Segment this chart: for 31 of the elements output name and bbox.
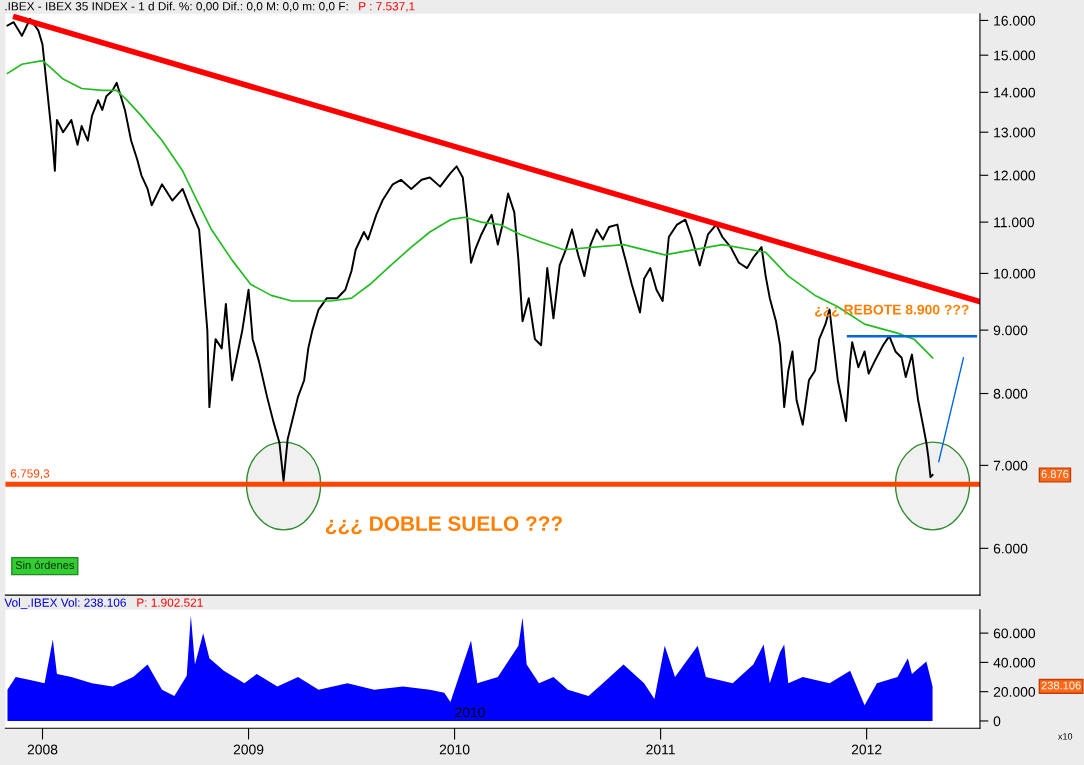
x-tick-label: 2008 <box>27 744 58 755</box>
x-tick-label: 2009 <box>233 744 264 755</box>
chart-title: .IBEX - IBEX 35 INDEX - 1 d Dif. %: 0,00 Dif.: 0,0 M: 0,0 m: 0,0 F: <box>5 1 348 12</box>
y-tick-label: 14.000 <box>994 87 1036 98</box>
y-tick-label: 11.000 <box>994 217 1035 228</box>
y-tick-label: 13.000 <box>994 127 1036 138</box>
y-tick-label: 8.000 <box>993 388 1028 399</box>
annotation: ¿¿¿ DOBLE SUELO ??? <box>325 516 562 535</box>
y-tick-label: 9.000 <box>993 325 1028 336</box>
x-tick-label: 2010 <box>439 744 470 755</box>
y-tick-label: 0 <box>993 716 1001 727</box>
y-tick-label: 10.000 <box>994 268 1036 279</box>
y-tick-label: 12.000 <box>994 170 1036 181</box>
text: 6.876 <box>1041 470 1069 478</box>
ref-line-label: 6.759,3 <box>10 469 50 480</box>
y-tick-label: 60.000 <box>993 628 1036 639</box>
x-tick-label: 2012 <box>851 744 882 755</box>
annotation: 2010 <box>455 707 485 718</box>
chart-subtitle: P : 7.537,1 <box>359 2 415 12</box>
chart-title: Vol_.IBEX Vol: 238.106 <box>4 598 126 609</box>
chart-subtitle: P: 1.902.521 <box>137 598 203 607</box>
y-tick-label: 20.000 <box>993 687 1036 697</box>
y-tick-label: 40.000 <box>993 657 1036 668</box>
y-tick-label: 15.000 <box>994 50 1036 61</box>
x-tick-label: 2011 <box>646 744 675 755</box>
y-tick-label: 7.000 <box>993 460 1028 471</box>
y-tick-label: 6.000 <box>993 543 1028 554</box>
text: x10 <box>1058 733 1073 740</box>
annotation: Sin órdenes <box>15 560 75 570</box>
text: 238.106 <box>1041 681 1081 690</box>
y-tick-label: 16.000 <box>994 15 1036 26</box>
